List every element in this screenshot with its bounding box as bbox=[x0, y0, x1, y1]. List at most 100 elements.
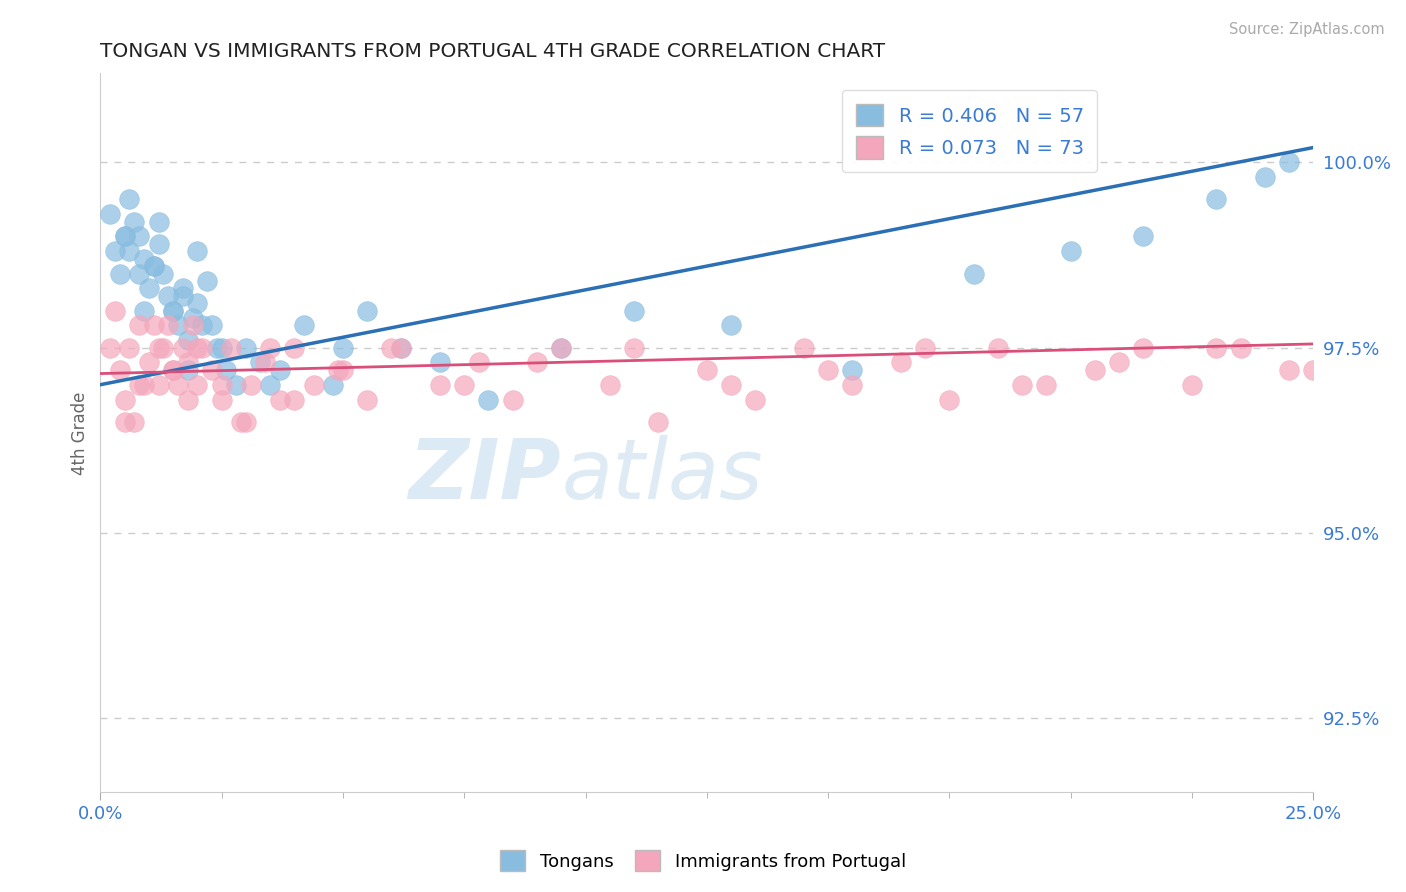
Point bbox=[186, 377, 208, 392]
Point bbox=[938, 392, 960, 407]
Point bbox=[152, 267, 174, 281]
Point bbox=[453, 377, 475, 392]
Point bbox=[157, 289, 180, 303]
Point bbox=[186, 296, 208, 310]
Point bbox=[720, 318, 742, 333]
Text: ZIP: ZIP bbox=[409, 435, 561, 516]
Point bbox=[599, 377, 621, 392]
Point bbox=[211, 392, 233, 407]
Point bbox=[332, 363, 354, 377]
Point bbox=[429, 377, 451, 392]
Point bbox=[1084, 363, 1107, 377]
Point bbox=[172, 281, 194, 295]
Point bbox=[259, 377, 281, 392]
Point bbox=[167, 318, 190, 333]
Point bbox=[132, 377, 155, 392]
Point bbox=[176, 363, 198, 377]
Point bbox=[550, 341, 572, 355]
Point bbox=[118, 193, 141, 207]
Point bbox=[1108, 355, 1130, 369]
Point bbox=[98, 207, 121, 221]
Point bbox=[205, 341, 228, 355]
Point bbox=[302, 377, 325, 392]
Point bbox=[389, 341, 412, 355]
Point bbox=[162, 363, 184, 377]
Y-axis label: 4th Grade: 4th Grade bbox=[72, 392, 89, 475]
Point bbox=[1229, 341, 1251, 355]
Point bbox=[1132, 341, 1154, 355]
Point bbox=[229, 415, 252, 429]
Point bbox=[157, 318, 180, 333]
Point bbox=[468, 355, 491, 369]
Point bbox=[191, 341, 214, 355]
Point bbox=[138, 281, 160, 295]
Point bbox=[987, 341, 1010, 355]
Point bbox=[148, 214, 170, 228]
Point bbox=[744, 392, 766, 407]
Point bbox=[176, 392, 198, 407]
Point bbox=[176, 333, 198, 347]
Point bbox=[128, 377, 150, 392]
Point bbox=[221, 341, 243, 355]
Point bbox=[235, 415, 257, 429]
Point bbox=[201, 318, 224, 333]
Point bbox=[132, 252, 155, 266]
Point bbox=[132, 303, 155, 318]
Point bbox=[148, 236, 170, 251]
Point bbox=[225, 377, 247, 392]
Point bbox=[1060, 244, 1083, 259]
Point bbox=[526, 355, 548, 369]
Point bbox=[647, 415, 669, 429]
Point bbox=[292, 318, 315, 333]
Point bbox=[1302, 363, 1324, 377]
Point bbox=[817, 363, 839, 377]
Text: TONGAN VS IMMIGRANTS FROM PORTUGAL 4TH GRADE CORRELATION CHART: TONGAN VS IMMIGRANTS FROM PORTUGAL 4TH G… bbox=[100, 42, 886, 61]
Point bbox=[138, 355, 160, 369]
Point bbox=[356, 303, 378, 318]
Point bbox=[211, 341, 233, 355]
Point bbox=[332, 341, 354, 355]
Point bbox=[211, 377, 233, 392]
Text: Source: ZipAtlas.com: Source: ZipAtlas.com bbox=[1229, 22, 1385, 37]
Point bbox=[186, 341, 208, 355]
Point bbox=[1278, 363, 1301, 377]
Point bbox=[254, 355, 277, 369]
Point bbox=[1011, 377, 1033, 392]
Point bbox=[162, 363, 184, 377]
Point bbox=[269, 363, 291, 377]
Point bbox=[148, 377, 170, 392]
Point bbox=[793, 341, 815, 355]
Point bbox=[148, 341, 170, 355]
Point bbox=[215, 363, 238, 377]
Point bbox=[108, 267, 131, 281]
Point bbox=[429, 355, 451, 369]
Legend: Tongans, Immigrants from Portugal: Tongans, Immigrants from Portugal bbox=[492, 843, 914, 879]
Point bbox=[142, 318, 165, 333]
Point bbox=[191, 318, 214, 333]
Point bbox=[118, 341, 141, 355]
Point bbox=[1254, 170, 1277, 185]
Point bbox=[841, 377, 863, 392]
Point bbox=[841, 363, 863, 377]
Point bbox=[114, 229, 136, 244]
Point bbox=[249, 355, 271, 369]
Point bbox=[114, 392, 136, 407]
Point bbox=[142, 259, 165, 273]
Point bbox=[181, 310, 204, 325]
Point bbox=[322, 377, 344, 392]
Point bbox=[1181, 377, 1204, 392]
Point bbox=[195, 274, 218, 288]
Point bbox=[108, 363, 131, 377]
Point bbox=[128, 318, 150, 333]
Point bbox=[1035, 377, 1057, 392]
Point bbox=[963, 267, 986, 281]
Point bbox=[720, 377, 742, 392]
Point bbox=[124, 214, 146, 228]
Point bbox=[502, 392, 524, 407]
Point bbox=[283, 341, 305, 355]
Point bbox=[142, 259, 165, 273]
Point bbox=[186, 244, 208, 259]
Point bbox=[1132, 229, 1154, 244]
Point bbox=[114, 415, 136, 429]
Point bbox=[167, 377, 190, 392]
